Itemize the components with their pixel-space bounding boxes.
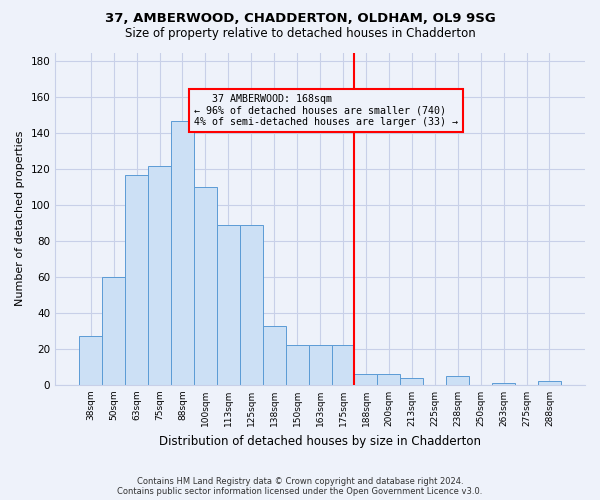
Bar — [308, 346, 332, 385]
Bar — [492, 383, 515, 385]
Bar — [171, 121, 194, 385]
Bar — [217, 225, 240, 385]
Bar — [355, 374, 377, 385]
X-axis label: Distribution of detached houses by size in Chadderton: Distribution of detached houses by size … — [159, 434, 481, 448]
Bar — [263, 326, 286, 385]
Text: Contains HM Land Registry data © Crown copyright and database right 2024.
Contai: Contains HM Land Registry data © Crown c… — [118, 476, 482, 496]
Bar — [194, 188, 217, 385]
Bar — [125, 174, 148, 385]
Bar — [79, 336, 102, 385]
Text: 37 AMBERWOOD: 168sqm
← 96% of detached houses are smaller (740)
4% of semi-detac: 37 AMBERWOOD: 168sqm ← 96% of detached h… — [194, 94, 458, 127]
Bar — [102, 277, 125, 385]
Bar — [377, 374, 400, 385]
Bar — [446, 376, 469, 385]
Bar — [400, 378, 423, 385]
Bar — [538, 382, 561, 385]
Text: Size of property relative to detached houses in Chadderton: Size of property relative to detached ho… — [125, 28, 475, 40]
Bar — [286, 346, 308, 385]
Bar — [240, 225, 263, 385]
Text: 37, AMBERWOOD, CHADDERTON, OLDHAM, OL9 9SG: 37, AMBERWOOD, CHADDERTON, OLDHAM, OL9 9… — [104, 12, 496, 26]
Bar — [148, 166, 171, 385]
Y-axis label: Number of detached properties: Number of detached properties — [15, 131, 25, 306]
Bar — [332, 346, 355, 385]
